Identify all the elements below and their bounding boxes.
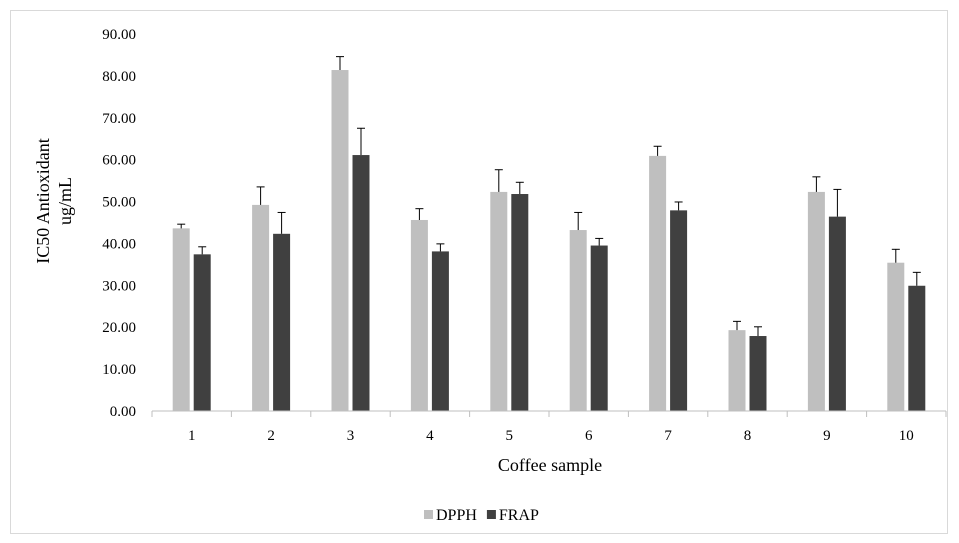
bar-dpph-4 [411,220,428,411]
bars-group [173,70,926,411]
error-bar-frap-7 [675,202,683,210]
bar-dpph-2 [252,205,269,411]
x-tick-label: 7 [664,428,672,444]
error-bar-dpph-10 [892,249,900,262]
y-tick-label: 0.00 [110,404,136,420]
bar-frap-9 [829,217,846,411]
bar-frap-1 [194,254,211,411]
y-tick-label: 50.00 [102,195,136,211]
y-tick-label: 80.00 [102,69,136,85]
bar-dpph-9 [808,192,825,411]
bar-frap-7 [670,210,687,411]
bar-dpph-1 [173,228,190,411]
y-tick-label: 40.00 [102,236,136,252]
error-bar-frap-8 [754,327,762,336]
x-tick-label: 8 [744,428,752,444]
legend: DPPH FRAP [424,507,539,524]
bar-frap-3 [353,155,370,411]
y-axis-ticks: 0.00 10.00 20.00 30.00 40.00 50.00 60.00 70.00 8… [102,27,136,420]
error-bar-frap-1 [198,247,206,255]
y-tick-label: 90.00 [102,27,136,43]
error-bar-frap-10 [913,272,921,285]
legend-swatch-dpph [424,510,433,519]
bar-dpph-10 [887,263,904,411]
x-tick-label: 2 [267,428,275,444]
x-tick-label: 4 [426,428,434,444]
legend-swatch-frap [487,510,496,519]
y-axis-title-line-2: ug/mL [55,177,75,225]
y-tick-label: 60.00 [102,153,136,169]
x-tick-label: 6 [585,428,593,444]
error-bar-dpph-4 [415,209,423,220]
error-bar-dpph-7 [654,146,662,156]
x-tick-label: 1 [188,428,196,444]
y-axis-title: IC50 Antioxidant ug/mL [33,138,75,264]
legend-label-frap: FRAP [499,507,539,524]
error-bar-dpph-3 [336,57,344,70]
bar-frap-10 [908,286,925,411]
bar-dpph-3 [332,70,349,411]
error-bar-frap-4 [436,244,444,252]
bar-frap-2 [273,234,290,411]
error-bar-dpph-1 [177,224,185,228]
bar-frap-4 [432,251,449,411]
y-tick-label: 30.00 [102,278,136,294]
error-bar-frap-2 [278,212,286,233]
error-bar-frap-6 [595,238,603,245]
error-bar-dpph-8 [733,321,741,330]
x-axis-title: Coffee sample [498,455,602,475]
x-tick-label: 3 [347,428,355,444]
error-bar-frap-9 [833,189,841,216]
bar-dpph-5 [490,192,507,411]
bar-frap-8 [750,336,767,411]
y-tick-label: 10.00 [102,362,136,378]
y-tick-label: 70.00 [102,111,136,127]
error-bar-frap-3 [357,128,365,155]
error-bar-dpph-2 [257,187,265,205]
x-tick-label: 10 [899,428,914,444]
x-tick-label: 5 [506,428,514,444]
error-bar-dpph-6 [574,212,582,230]
error-bar-frap-5 [516,182,524,194]
x-axis-ticks: 1 2 3 4 5 6 7 8 9 10 [152,411,946,444]
error-bar-dpph-5 [495,170,503,192]
bar-dpph-8 [729,330,746,411]
bar-dpph-6 [570,230,587,411]
legend-label-dpph: DPPH [436,507,477,524]
bar-frap-6 [591,246,608,411]
x-tick-label: 9 [823,428,831,444]
y-axis-title-line-1: IC50 Antioxidant [33,138,53,264]
bar-frap-5 [511,194,528,411]
bar-dpph-7 [649,156,666,411]
error-bar-dpph-9 [812,177,820,192]
y-tick-label: 20.00 [102,320,136,336]
